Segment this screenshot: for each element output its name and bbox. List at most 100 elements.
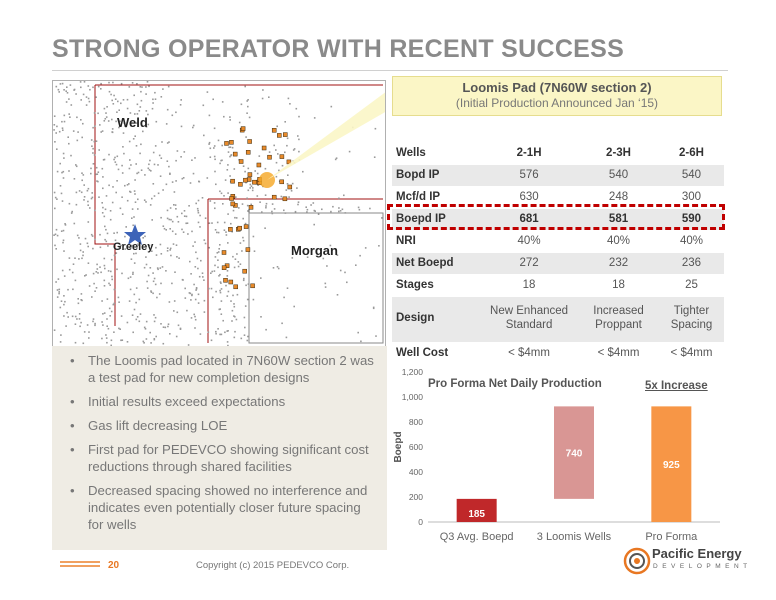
activity-dot [118, 126, 120, 129]
activity-dot [119, 207, 122, 210]
activity-dot [297, 135, 299, 137]
activity-dot [233, 303, 235, 305]
activity-dot [200, 259, 202, 262]
activity-dot [153, 163, 156, 166]
well-marker [279, 179, 284, 185]
activity-dot [138, 110, 141, 112]
list-item: • Gas lift decreasing LOE [62, 417, 377, 434]
activity-dot [203, 134, 205, 137]
activity-dot [145, 320, 148, 323]
activity-dot [116, 268, 118, 271]
bullet-icon: • [70, 483, 75, 498]
well-marker [230, 178, 235, 184]
activity-dot [94, 125, 96, 127]
chart-title: Pro Forma Net Daily Production [428, 378, 602, 390]
activity-dot [306, 256, 309, 258]
activity-dot [58, 292, 60, 295]
activity-dot [55, 228, 58, 231]
activity-dot [247, 189, 250, 192]
activity-dot [149, 159, 151, 162]
activity-dot [214, 264, 216, 267]
activity-dot [181, 212, 183, 215]
activity-dot [372, 307, 375, 310]
activity-dot [99, 233, 101, 236]
activity-dot [87, 97, 90, 100]
table-cell: 272 [480, 252, 579, 275]
activity-dot [156, 296, 158, 299]
table-header-label: Wells [392, 142, 480, 165]
activity-dot [55, 248, 57, 250]
activity-dot [156, 267, 159, 269]
activity-dot [135, 122, 138, 124]
activity-dot [116, 111, 118, 113]
activity-dot [59, 185, 62, 187]
activity-dot [142, 237, 144, 239]
activity-dot [109, 210, 112, 212]
activity-dot [81, 299, 83, 302]
activity-dot [129, 276, 132, 278]
activity-dot [360, 340, 362, 343]
activity-dot [244, 305, 247, 307]
activity-dot [121, 172, 124, 174]
activity-dot [216, 221, 219, 224]
activity-dot [160, 323, 162, 325]
activity-dot [271, 203, 274, 205]
activity-dot [225, 234, 228, 236]
activity-dot [155, 120, 158, 123]
activity-dot [88, 331, 90, 333]
activity-dot [94, 322, 96, 325]
activity-dot [246, 298, 249, 301]
activity-dot [226, 330, 228, 332]
activity-dot [103, 312, 106, 314]
activity-dot [272, 267, 275, 269]
activity-dot [286, 137, 289, 140]
activity-dot [91, 296, 93, 298]
activity-dot [63, 114, 66, 117]
activity-dot [93, 282, 95, 285]
activity-dot [69, 116, 71, 118]
activity-dot [254, 170, 256, 172]
activity-dot [264, 227, 266, 229]
activity-dot [250, 185, 253, 187]
activity-dot [291, 182, 294, 185]
activity-dot [185, 215, 188, 218]
activity-dot [329, 244, 332, 247]
activity-dot [173, 204, 175, 206]
activity-dot [92, 147, 94, 150]
activity-dot [106, 318, 108, 320]
activity-dot [140, 90, 142, 93]
activity-dot [176, 150, 179, 152]
activity-dot [213, 147, 215, 149]
activity-dot [261, 211, 263, 213]
activity-dot [180, 125, 183, 128]
data-label: 740 [566, 449, 583, 460]
activity-dot [219, 333, 221, 336]
activity-dot [74, 315, 77, 318]
activity-dot [57, 88, 60, 91]
activity-dot [166, 142, 169, 144]
activity-dot [67, 136, 69, 138]
activity-dot [244, 170, 246, 173]
x-tick-label: 3 Loomis Wells [537, 531, 612, 543]
activity-dot [208, 246, 210, 249]
activity-dot [146, 280, 148, 283]
activity-dot [217, 259, 219, 261]
well-marker [228, 227, 233, 232]
table-header-cell: 2-3H [578, 142, 659, 165]
activity-dot [81, 136, 83, 139]
activity-dot [290, 190, 293, 192]
activity-dot [160, 253, 163, 255]
activity-dot [128, 300, 131, 302]
activity-dot [192, 124, 195, 127]
activity-dot [215, 183, 217, 186]
table-row: Net Boepd 272 232 236 [392, 252, 724, 275]
activity-dot [203, 279, 205, 281]
bullet-icon: • [70, 418, 75, 433]
activity-dot [93, 140, 96, 143]
activity-dot [256, 195, 259, 197]
activity-dot [128, 167, 131, 170]
activity-dot [284, 121, 286, 123]
table-cell: 576 [480, 164, 579, 187]
activity-dot [237, 261, 240, 263]
callout-subtitle: (Initial Production Announced Jan ‘15) [455, 96, 659, 110]
